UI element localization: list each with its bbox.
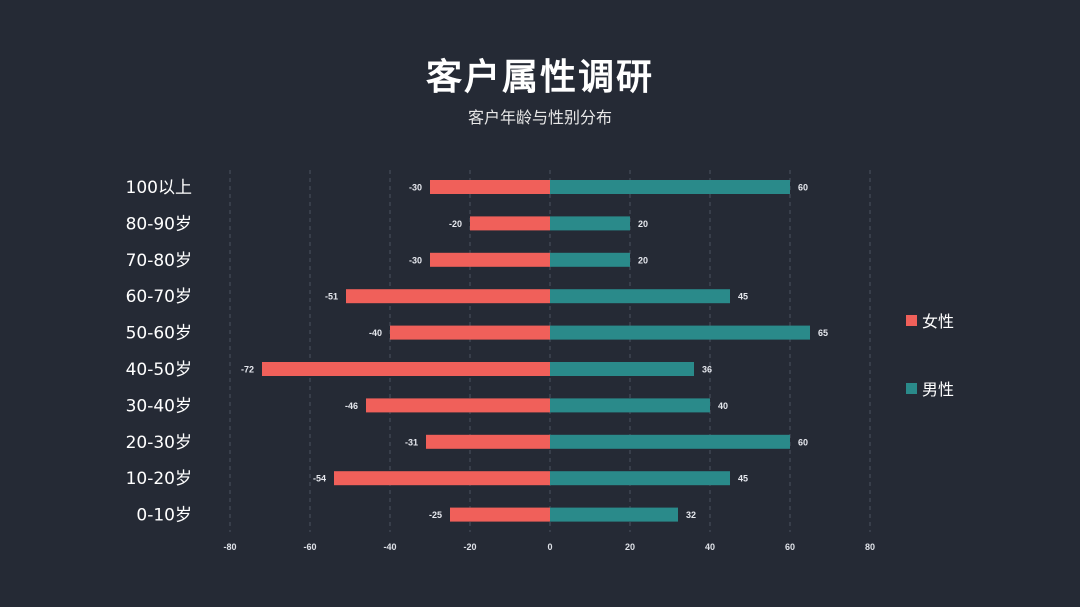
data-label-male: 20 — [638, 255, 648, 265]
bar-male — [550, 180, 790, 194]
data-label-male: 36 — [702, 365, 712, 375]
y-category-label: 60-70岁 — [126, 287, 192, 307]
bar-female — [470, 216, 550, 231]
chart-subtitle: 客户年龄与性别分布 — [467, 108, 612, 127]
x-tick-label: 80 — [865, 542, 875, 552]
x-tick-label: 0 — [547, 542, 552, 552]
data-label-male: 20 — [638, 219, 648, 229]
data-label-female: -72 — [241, 365, 254, 375]
legend-swatch-male — [906, 382, 917, 394]
data-label-female: -51 — [325, 292, 338, 302]
legend-label-male: 男性 — [922, 380, 955, 399]
y-category-label: 100以上 — [126, 178, 192, 198]
data-label-male: 60 — [798, 183, 808, 193]
legend-label-female: 女性 — [922, 312, 955, 331]
data-label-male: 45 — [738, 292, 748, 302]
data-label-male: 60 — [798, 437, 808, 447]
data-label-female: -46 — [345, 401, 358, 411]
bar-female — [426, 434, 550, 449]
data-label-female: -20 — [449, 219, 462, 229]
bar-male — [550, 362, 694, 376]
data-label-male: 65 — [818, 328, 828, 338]
y-category-label: 50-60岁 — [126, 324, 192, 344]
x-tick-label: 60 — [785, 542, 795, 552]
data-label-female: -30 — [409, 183, 422, 193]
bar-male — [550, 471, 730, 486]
bar-male — [550, 398, 710, 413]
y-category-label: 80-90岁 — [126, 214, 192, 234]
chart-title: 客户属性调研 — [425, 57, 654, 98]
bar-male — [550, 507, 678, 522]
legend-swatch-female — [906, 314, 917, 326]
data-label-female: -25 — [429, 510, 442, 520]
bar-male — [550, 289, 730, 304]
legend-item-male[interactable]: 男性 — [906, 376, 954, 400]
y-category-label: 30-40岁 — [126, 396, 192, 416]
x-tick-label: -80 — [223, 542, 236, 552]
y-category-label: 40-50岁 — [126, 360, 192, 380]
bar-female — [262, 362, 550, 376]
x-tick-label: 40 — [705, 542, 715, 552]
data-label-male: 40 — [718, 401, 728, 411]
bar-male — [550, 325, 810, 340]
bar-female — [390, 325, 550, 340]
y-category-label: 70-80岁 — [126, 251, 192, 271]
legend-item-female[interactable]: 女性 — [906, 308, 954, 332]
data-label-male: 32 — [686, 510, 696, 520]
x-tick-label: 20 — [625, 542, 635, 552]
data-label-female: -31 — [405, 437, 418, 447]
bar-female — [430, 180, 550, 194]
x-tick-label: -20 — [463, 542, 476, 552]
data-label-female: -40 — [369, 328, 382, 338]
data-label-male: 45 — [738, 474, 748, 484]
x-tick-label: -40 — [383, 542, 396, 552]
bar-male — [550, 216, 630, 231]
bar-female — [430, 252, 550, 267]
x-tick-label: -60 — [303, 542, 316, 552]
bar-female — [450, 507, 550, 522]
y-category-label: 10-20岁 — [126, 469, 192, 489]
data-label-female: -54 — [313, 474, 326, 484]
bar-female — [334, 471, 550, 486]
bar-male — [550, 434, 790, 449]
data-label-female: -30 — [409, 255, 422, 265]
bar-female — [366, 398, 550, 413]
bar-female — [346, 289, 550, 304]
y-category-label: 0-10岁 — [136, 506, 192, 526]
bar-male — [550, 252, 630, 267]
y-category-label: 20-30岁 — [126, 433, 192, 453]
